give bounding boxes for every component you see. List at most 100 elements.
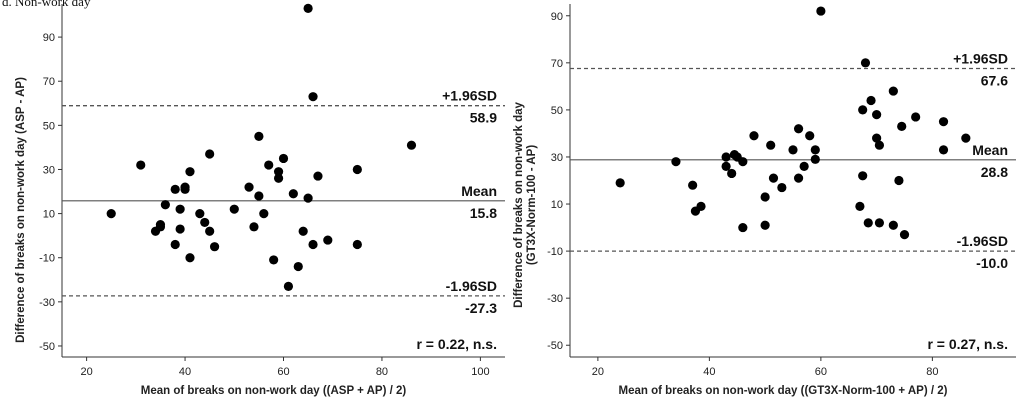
data-point — [254, 131, 264, 141]
panel-caption: d. Non-work day — [2, 0, 91, 9]
data-point — [259, 208, 269, 219]
y-tick-label: 30 — [551, 152, 563, 164]
bland-altman-chart-gt3x: -50 -30 -10 10 30 50 70 90 20 40 60 80 +1.96SD 67.6 Me… — [513, 4, 1016, 397]
y-tick-label: 90 — [43, 32, 55, 44]
data-point — [278, 153, 289, 164]
y-tick-label: -30 — [547, 293, 563, 305]
correlation-annotation: r = 0.27, n.s. — [927, 336, 1008, 352]
data-point — [874, 140, 885, 150]
data-point — [205, 226, 215, 236]
y-tick-label: 50 — [551, 105, 563, 117]
data-point — [269, 255, 279, 265]
data-point — [323, 235, 333, 245]
data-point — [872, 110, 882, 120]
data-point — [788, 145, 798, 155]
y-axis-label-line: Difference of breaks on non-work day — [513, 102, 525, 308]
data-point — [288, 189, 298, 199]
x-tick-label: 80 — [926, 366, 938, 378]
data-point — [721, 152, 731, 162]
data-point — [777, 182, 787, 193]
data-point — [308, 92, 318, 102]
data-point — [180, 184, 190, 194]
x-tick-label: 20 — [80, 366, 92, 378]
data-point — [273, 173, 284, 183]
data-point — [175, 204, 185, 214]
data-point — [749, 131, 759, 141]
data-point — [155, 220, 166, 230]
correlation-annotation: r = 0.22, n.s. — [416, 336, 497, 352]
data-point — [810, 145, 820, 155]
data-point — [738, 222, 748, 233]
y-tick-label: 10 — [43, 209, 55, 221]
data-point — [313, 171, 323, 181]
data-point — [696, 201, 706, 211]
y-tick-label: 70 — [43, 76, 55, 88]
y-axis-label-line: (GT3X-Norm-100 - AP) — [526, 145, 538, 266]
reference-line-label: +1.96SD — [442, 88, 497, 104]
y-tick-label: -50 — [547, 340, 563, 352]
reference-line-value: -27.3 — [465, 300, 497, 316]
data-point — [352, 164, 362, 175]
data-point — [894, 175, 904, 186]
data-point — [106, 208, 116, 219]
reference-line-value: 28.8 — [981, 164, 1008, 180]
reference-line-value: 15.8 — [470, 205, 497, 221]
data-point — [308, 239, 318, 250]
data-point — [273, 167, 284, 177]
y-axis-label: Difference of breaks on non-work day(GT3… — [513, 102, 538, 308]
data-point — [406, 140, 417, 150]
data-point — [264, 160, 274, 170]
y-tick-label: 90 — [551, 11, 563, 23]
data-point — [727, 168, 737, 179]
data-point — [860, 58, 871, 68]
data-point — [961, 133, 971, 143]
data-point — [293, 261, 303, 272]
data-point — [938, 145, 949, 155]
data-point — [229, 204, 239, 214]
data-point — [352, 239, 362, 250]
data-point — [170, 184, 180, 194]
data-point — [888, 86, 898, 96]
x-tick-label: 20 — [592, 366, 604, 378]
data-point — [863, 218, 873, 228]
y-tick-label: -50 — [39, 341, 55, 353]
data-point — [185, 167, 195, 177]
data-point — [254, 191, 264, 201]
data-point — [185, 253, 195, 263]
data-point — [303, 193, 313, 203]
y-tick-label: 10 — [551, 199, 563, 211]
y-tick-label: 30 — [43, 164, 55, 176]
data-point — [283, 281, 294, 291]
reference-line-value: 58.9 — [470, 110, 497, 126]
data-point — [200, 217, 210, 228]
data-point — [874, 218, 885, 228]
data-point — [244, 182, 254, 192]
reference-line-label: Mean — [972, 142, 1008, 158]
bland-altman-chart-asp: -50 -30 -10 10 30 50 70 90 20 40 60 80 100 +1.96SD 58.… — [15, 3, 505, 397]
x-tick-label: 100 — [471, 366, 489, 378]
data-point — [136, 160, 146, 170]
reference-line-value: -10.0 — [976, 255, 1008, 271]
reference-line-label: +1.96SD — [953, 50, 1008, 66]
data-point — [205, 149, 215, 159]
x-tick-label: 60 — [815, 366, 827, 378]
data-point — [799, 161, 809, 171]
data-point — [249, 222, 259, 232]
x-axis-label: Mean of breaks on non-work day ((GT3X-No… — [619, 385, 948, 397]
data-point — [816, 6, 826, 16]
data-point — [810, 154, 820, 164]
data-point — [303, 3, 313, 14]
data-point — [866, 95, 876, 106]
reference-line-label: -1.96SD — [957, 233, 1008, 249]
data-point — [805, 131, 815, 141]
data-point — [858, 171, 868, 181]
data-point — [195, 208, 205, 219]
data-point — [793, 173, 804, 183]
data-point — [298, 226, 308, 236]
data-point — [671, 157, 681, 167]
data-point — [938, 117, 949, 127]
x-tick-label: 40 — [703, 366, 715, 378]
data-point — [793, 124, 804, 134]
x-axis-label: Mean of breaks on non-work day ((ASP + A… — [141, 385, 407, 397]
data-point — [768, 173, 779, 183]
